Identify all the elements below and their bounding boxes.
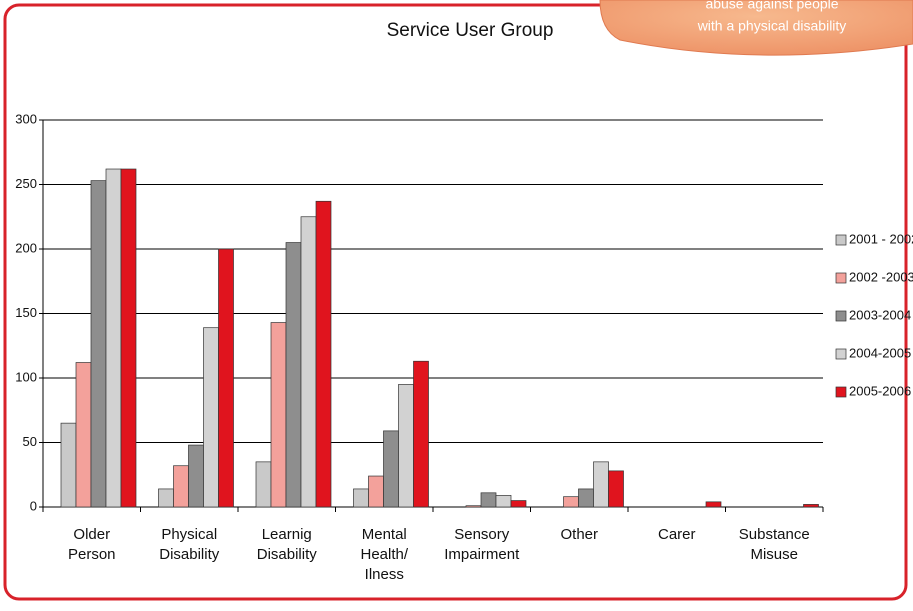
- bar: [315, 200, 332, 508]
- callout-text: with a physical disability: [697, 18, 847, 34]
- x-tick-label: Health/: [360, 546, 408, 563]
- y-tick-label: 150: [15, 305, 37, 320]
- bar: [158, 488, 174, 508]
- x-tick-label: Carer: [658, 526, 696, 543]
- legend-label: 2004-2005: [849, 345, 911, 360]
- bar: [465, 505, 482, 508]
- bar: [563, 496, 579, 508]
- bar: [510, 500, 527, 508]
- x-tick-label: Learnig: [262, 526, 312, 543]
- x-tick-label: Misuse: [750, 546, 798, 563]
- x-tick-label: Ilness: [365, 566, 404, 583]
- legend-swatch: [835, 310, 847, 322]
- bar: [173, 465, 189, 508]
- bar: [300, 216, 317, 508]
- x-tick-label: Substance: [739, 526, 810, 543]
- legend-swatch: [835, 272, 847, 284]
- legend-label: 2003-2004: [849, 307, 911, 322]
- y-tick-label: 250: [15, 176, 37, 191]
- x-tick-label: Disability: [257, 546, 318, 563]
- x-tick-label: Impairment: [444, 546, 520, 563]
- bar: [480, 492, 497, 508]
- callout: [599, 0, 913, 56]
- y-tick-label: 0: [30, 498, 37, 513]
- bar: [75, 362, 92, 508]
- bar: [60, 422, 77, 508]
- x-tick-label: Mental: [362, 526, 407, 543]
- bar: [105, 168, 122, 508]
- bar: [353, 488, 369, 508]
- bar: [285, 242, 302, 508]
- y-tick-label: 200: [15, 240, 37, 255]
- bar: [593, 461, 609, 508]
- legend-swatch: [835, 234, 847, 246]
- bar: [413, 360, 429, 508]
- bar: [578, 488, 594, 508]
- y-tick-label: 300: [15, 111, 37, 126]
- bar: [203, 327, 219, 508]
- bar: [495, 495, 512, 508]
- bar: [803, 504, 819, 508]
- bar: [368, 475, 384, 508]
- bar: [255, 461, 272, 508]
- legend-swatch: [835, 386, 847, 398]
- bar: [120, 168, 137, 508]
- bar: [398, 384, 414, 508]
- bar: [705, 501, 722, 508]
- bar: [608, 470, 624, 508]
- bar: [188, 444, 204, 508]
- x-tick-label: Other: [560, 526, 598, 543]
- x-tick-label: Older: [73, 526, 110, 543]
- legend-swatch: [835, 348, 847, 360]
- bar: [90, 180, 107, 508]
- x-tick-label: Sensory: [454, 526, 510, 543]
- legend-label: 2001 - 2002: [849, 231, 913, 246]
- bar: [383, 430, 399, 508]
- legend-label: 2002 -2003: [849, 269, 913, 284]
- y-tick-label: 100: [15, 369, 37, 384]
- x-tick-label: Physical: [161, 526, 217, 543]
- bar: [218, 248, 234, 508]
- x-tick-label: Person: [68, 546, 116, 563]
- bar: [270, 322, 287, 508]
- legend-label: 2005-2006: [849, 383, 911, 398]
- callout-text: abuse against people: [705, 0, 838, 12]
- chart-title: Service User Group: [387, 20, 554, 41]
- y-tick-label: 50: [23, 434, 37, 449]
- x-tick-label: Disability: [159, 546, 220, 563]
